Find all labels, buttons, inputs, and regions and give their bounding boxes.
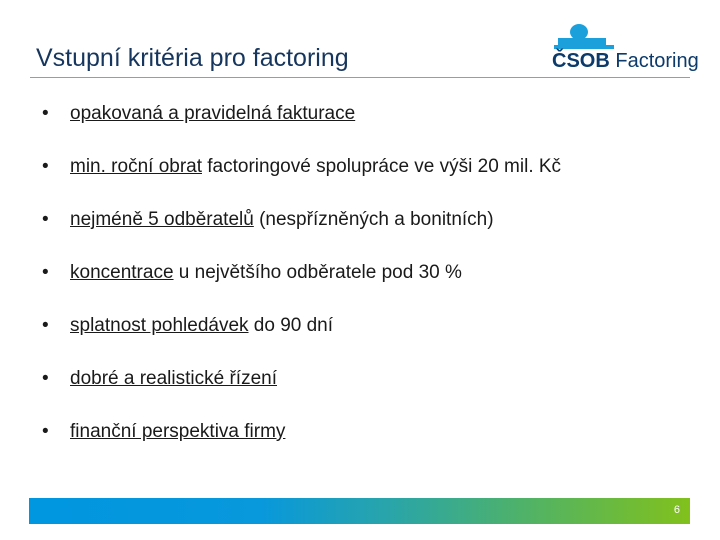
- list-item: • finanční perspektiva firmy: [42, 421, 285, 443]
- item-rest: do 90 dní: [248, 315, 334, 336]
- list-item: • opakovaná a pravidelná fakturace: [42, 103, 355, 125]
- bullet-icon: •: [42, 156, 49, 177]
- item-key: nejméně 5 odběratelů: [70, 209, 254, 230]
- bullet-icon: •: [42, 368, 49, 389]
- list-item: • splatnost pohledávek do 90 dní: [42, 315, 333, 337]
- page-number: 6: [673, 504, 680, 516]
- csob-factoring-logo: ČSOB Factoring: [552, 24, 699, 74]
- bullet-icon: •: [42, 209, 49, 230]
- list-item: • nejméně 5 odběratelů (nespřízněných a b…: [42, 209, 494, 231]
- item-key: min. roční obrat: [70, 156, 202, 177]
- title-divider: [30, 77, 690, 78]
- list-item: • min. roční obrat factoringové spoluprác…: [42, 156, 561, 178]
- bullet-icon: •: [42, 421, 49, 442]
- item-key: koncentrace: [70, 262, 174, 283]
- item-rest: (nespřízněných a bonitních): [253, 209, 494, 230]
- item-key: opakovaná a pravidelná fakturace: [70, 103, 356, 124]
- item-rest: u největšího odběratele pod 30 %: [173, 262, 462, 283]
- item-key: dobré a realistické řízení: [70, 368, 277, 389]
- slide-title: Vstupní kritéria pro factoring: [36, 44, 349, 72]
- bullet-icon: •: [42, 262, 49, 283]
- item-key: finanční perspektiva firmy: [70, 421, 286, 442]
- item-rest: factoringové spolupráce ve výši 20 mil. …: [202, 156, 562, 177]
- bullet-icon: •: [42, 315, 49, 336]
- list-item: • dobré a realistické řízení: [42, 368, 277, 390]
- item-key: splatnost pohledávek: [70, 315, 249, 336]
- footer-bar: 6: [29, 498, 690, 524]
- bullet-icon: •: [42, 103, 49, 124]
- list-item: • koncentrace u největšího odběratele pod…: [42, 262, 462, 284]
